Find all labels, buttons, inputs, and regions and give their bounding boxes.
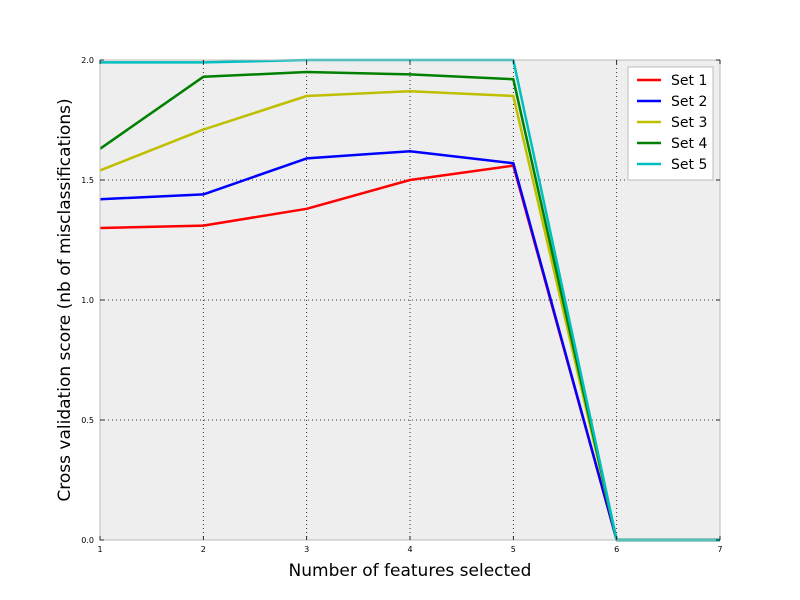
x-tick-label: 4: [407, 545, 412, 554]
grid-lines: [100, 60, 720, 540]
y-tick-label: 0.5: [81, 416, 94, 425]
axis-ticks: [99, 59, 721, 541]
x-tick-label: 1: [97, 545, 102, 554]
x-tick-label: 5: [511, 545, 516, 554]
y-tick-label: 0.0: [81, 536, 94, 545]
legend-label: Set 5: [671, 157, 707, 173]
x-tick-label: 7: [717, 545, 722, 554]
legend-label: Set 1: [671, 73, 707, 89]
y-axis-label: Cross validation score (nb of misclassif…: [55, 98, 75, 501]
y-tick-labels: 0.0 0.5 1.0 1.5 2.0: [81, 56, 94, 545]
x-axis-label: Number of features selected: [289, 561, 532, 581]
legend-label: Set 2: [671, 94, 707, 110]
x-tick-label: 3: [304, 545, 309, 554]
legend-box: [627, 66, 714, 181]
legend-label: Set 3: [671, 115, 707, 131]
y-tick-label: 1.0: [81, 296, 94, 305]
y-tick-label: 1.5: [81, 176, 94, 185]
y-tick-label: 2.0: [81, 56, 94, 65]
x-tick-label: 6: [614, 545, 619, 554]
legend: Set 1 Set 2 Set 3 Set 4 Set 5: [627, 66, 714, 181]
x-tick-label: 2: [201, 545, 206, 554]
legend-label: Set 4: [671, 136, 707, 152]
x-tick-labels: 1 2 3 4 5 6 7: [97, 545, 722, 554]
